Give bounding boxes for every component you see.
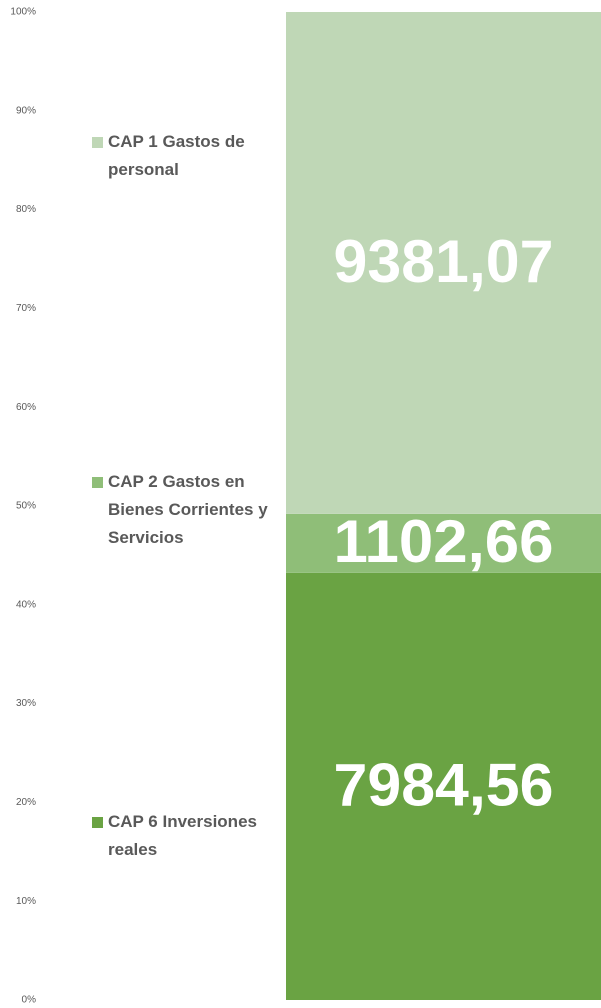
- legend-swatch: [92, 137, 103, 148]
- y-tick-label: 20%: [16, 797, 36, 808]
- bar-segment: [286, 513, 601, 573]
- y-tick-label: 40%: [16, 599, 36, 610]
- legend-entry: CAP 6 Inversiones reales: [92, 808, 272, 864]
- legend-swatch: [92, 477, 103, 488]
- legend-swatch: [92, 817, 103, 828]
- y-tick-label: 90%: [16, 105, 36, 116]
- value-label: 7984,56: [334, 751, 554, 818]
- y-tick-label: 0%: [22, 995, 37, 1006]
- y-tick-label: 50%: [16, 501, 36, 512]
- bar-segment: [286, 572, 601, 1000]
- value-label: 1102,66: [334, 508, 554, 575]
- y-tick-label: 60%: [16, 402, 36, 413]
- legend-label: CAP 2 Gastos en Bienes Corrientes y Serv…: [108, 472, 268, 547]
- legend-label: CAP 1 Gastos de personal: [108, 132, 245, 179]
- legend-label: CAP 6 Inversiones reales: [108, 812, 257, 859]
- y-tick-label: 100%: [10, 7, 36, 18]
- y-tick-label: 30%: [16, 698, 36, 709]
- y-tick-label: 80%: [16, 204, 36, 215]
- y-tick-label: 70%: [16, 303, 36, 314]
- bar-segment: [286, 12, 601, 514]
- legend-entry: CAP 1 Gastos de personal: [92, 128, 272, 184]
- value-label: 9381,07: [334, 228, 554, 295]
- legend-entry: CAP 2 Gastos en Bienes Corrientes y Serv…: [92, 468, 272, 552]
- y-tick-label: 10%: [16, 896, 36, 907]
